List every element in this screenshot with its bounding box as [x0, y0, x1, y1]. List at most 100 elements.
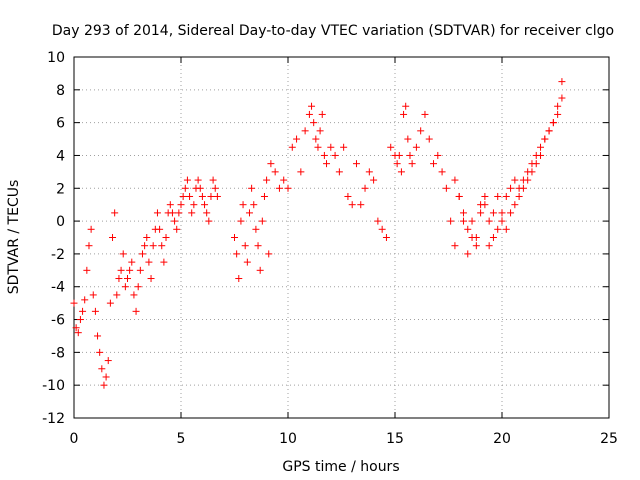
y-tick-label: -4 [51, 280, 65, 296]
data-point [323, 160, 331, 168]
data-point [545, 127, 553, 135]
data-point [147, 275, 155, 283]
data-point [357, 201, 365, 209]
data-point [558, 94, 566, 102]
y-tick-label: 2 [56, 181, 65, 197]
y-axis-label: SDTVAR / TECUs [6, 180, 22, 295]
x-tick-label: 0 [70, 431, 79, 447]
data-point [186, 192, 194, 200]
data-point [113, 291, 121, 299]
data-point [382, 234, 390, 241]
data-point [104, 357, 112, 365]
data-point [308, 102, 316, 110]
data-point [121, 283, 129, 291]
data-point [198, 192, 206, 200]
grid [74, 57, 609, 418]
data-point [145, 258, 153, 266]
data-point [438, 168, 446, 176]
x-tick-label: 20 [493, 431, 511, 447]
data-point [130, 291, 138, 299]
data-point [541, 135, 549, 143]
data-point [173, 225, 181, 233]
data-point [201, 201, 209, 209]
data-point [241, 242, 249, 250]
data-point [412, 143, 420, 151]
y-tick-label: -12 [42, 411, 65, 427]
data-point [406, 151, 414, 159]
data-point [98, 365, 106, 373]
data-point [310, 119, 318, 127]
data-point [233, 250, 241, 258]
data-point [102, 373, 110, 381]
data-point [117, 266, 125, 274]
data-point [153, 209, 161, 217]
data-point [312, 135, 320, 143]
data-point [70, 299, 78, 307]
plot-frame [73, 56, 610, 419]
data-point [502, 225, 510, 233]
data-point [203, 209, 211, 217]
data-point [327, 143, 335, 151]
data-point [489, 234, 497, 241]
data-point [554, 110, 562, 118]
data-point [365, 168, 373, 176]
data-point [378, 225, 386, 233]
x-tick-label: 10 [279, 431, 297, 447]
data-point [260, 192, 268, 200]
data-point [149, 242, 157, 250]
data-point [348, 201, 356, 209]
data-point [464, 225, 472, 233]
data-point [81, 296, 89, 304]
data-point [485, 217, 493, 225]
data-point [126, 266, 134, 274]
data-point [85, 242, 93, 250]
data-point [374, 217, 382, 225]
data-point [79, 307, 87, 315]
data-point [91, 307, 99, 315]
data-point [554, 102, 562, 110]
data-point [421, 110, 429, 118]
data-point [87, 225, 95, 233]
data-point [94, 332, 102, 340]
x-tick-label: 5 [177, 431, 186, 447]
data-point [472, 242, 480, 250]
y-tick-label: 4 [56, 148, 65, 164]
data-point [485, 242, 493, 250]
data-point [74, 329, 82, 337]
data-point [417, 127, 425, 135]
data-point [532, 151, 540, 159]
data-point [425, 135, 433, 143]
data-point [314, 143, 322, 151]
data-point [100, 381, 108, 389]
data-point [160, 258, 168, 266]
data-point [402, 102, 410, 110]
data-point [468, 217, 476, 225]
data-point [352, 160, 360, 168]
data-point [395, 151, 403, 159]
data-point [305, 110, 313, 118]
data-point [252, 225, 260, 233]
data-point [397, 168, 405, 176]
data-point [76, 316, 84, 324]
ticks: -12 -10 -8 -6 -4 -2 0 2 4 6 8 10 0 5 10 15 20 25 [42, 50, 618, 447]
data-point [162, 234, 170, 241]
data-point [502, 192, 510, 200]
data-point [156, 225, 164, 233]
data-point [143, 234, 151, 241]
data-point [96, 348, 104, 356]
chart-title: Day 293 of 2014, Sidereal Day-to-day VTE… [52, 23, 614, 39]
data-point [284, 184, 292, 192]
data-point [209, 176, 217, 184]
data-point [340, 143, 348, 151]
data-points [70, 78, 566, 389]
data-point [549, 119, 557, 127]
data-point [263, 176, 271, 184]
data-point [111, 209, 119, 217]
data-point [258, 217, 266, 225]
data-point [265, 250, 273, 258]
data-point [205, 217, 213, 225]
data-point [239, 201, 247, 209]
data-point [361, 184, 369, 192]
data-point [288, 143, 296, 151]
